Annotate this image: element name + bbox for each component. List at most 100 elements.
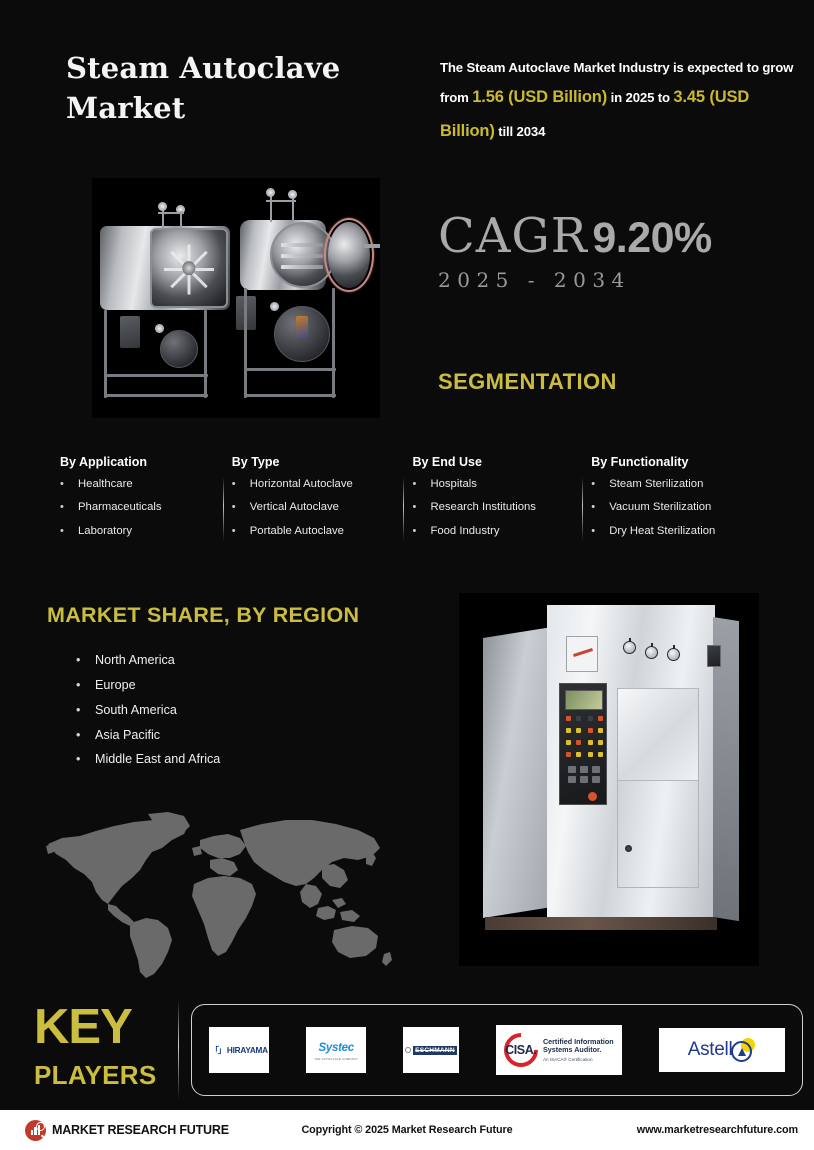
- world-map: [22, 800, 422, 985]
- bullet-icon: •: [591, 501, 596, 514]
- key-players-divider: [178, 1000, 179, 1100]
- region-label: Europe: [95, 677, 136, 692]
- column-title: By Application: [60, 455, 148, 469]
- logo-cisa[interactable]: CISA. Certified Information Systems Audi…: [495, 1025, 622, 1075]
- market-share-heading: MARKET SHARE, BY REGION: [47, 603, 360, 627]
- item-label: Research Institutions: [430, 501, 536, 514]
- bullet-icon: •: [76, 677, 81, 692]
- logo-astell[interactable]: Astell: [658, 1028, 785, 1072]
- column-divider: [582, 477, 584, 541]
- item-label: Food Industry: [430, 524, 500, 537]
- bullet-icon: •: [76, 727, 81, 742]
- segmentation-column-end-use: By End Use • Hospitals • Research Institut…: [412, 455, 591, 549]
- list-item: • Food Industry: [412, 524, 591, 537]
- item-label: Steam Sterilization: [609, 478, 704, 490]
- astell-emblem-icon: [731, 1038, 756, 1062]
- value-2025: 1.56 (USD Billion): [472, 88, 608, 107]
- cagr-block: CAGR 9.20%: [438, 208, 712, 264]
- footer-bar: MARKET RESEARCH FUTURE Copyright © 2025 …: [0, 1110, 814, 1150]
- bullet-icon: •: [412, 478, 417, 490]
- list-item: • Vertical Autoclave: [231, 501, 413, 514]
- market-summary-text: The Steam Autoclave Market Industry is e…: [440, 54, 802, 149]
- product-image-horizontal-autoclaves: [92, 178, 380, 418]
- bullet-icon: •: [76, 752, 81, 767]
- cabinet-base: [485, 917, 717, 930]
- cisa-circle-icon: CISA.: [496, 1025, 545, 1075]
- bullet-icon: •: [412, 501, 417, 514]
- item-label: Vacuum Sterilization: [609, 501, 712, 514]
- region-list: • North America • Europe • South America • A…: [76, 653, 220, 778]
- value-2034: 3.45 (USD Billion): [440, 88, 750, 141]
- display-screen: [565, 690, 603, 710]
- cisa-wordmark: CISA.: [505, 1043, 537, 1057]
- logo-systec[interactable]: Systec THE AUTOCLAVE COMPANY: [306, 1027, 367, 1073]
- logo-hirayama[interactable]: 「」 HIRAYAMA: [209, 1027, 270, 1073]
- item-label: Vertical Autoclave: [249, 501, 339, 514]
- column-divider: [403, 477, 405, 541]
- bullet-icon: •: [60, 501, 64, 514]
- footer-brand[interactable]: MARKET RESEARCH FUTURE: [25, 1119, 229, 1141]
- intro-mid: in 2025 to: [607, 90, 674, 106]
- column-title: By End Use: [412, 455, 482, 469]
- cagr-value: 9.20%: [592, 214, 712, 262]
- bullet-icon: •: [231, 524, 236, 537]
- list-item: • Europe: [76, 677, 220, 693]
- key-players-logos: 「」 HIRAYAMA Systec THE AUTOCLAVE COMPANY…: [191, 1004, 803, 1096]
- cagr-period: 2025 - 2034: [438, 268, 631, 292]
- auxiliary-panel: [707, 645, 721, 667]
- list-item: • Middle East and Africa: [76, 753, 220, 767]
- column-title: By Type: [231, 455, 280, 469]
- item-label: Pharmaceuticals: [78, 501, 162, 514]
- intro-suffix: till 2034: [494, 124, 546, 140]
- region-label: North America: [95, 653, 175, 667]
- list-item: • Asia Pacific: [76, 727, 220, 743]
- region-label: South America: [95, 702, 177, 717]
- systec-tagline: THE AUTOCLAVE COMPANY: [314, 1057, 359, 1062]
- list-item: • Pharmaceuticals: [60, 501, 232, 514]
- item-label: Hospitals: [430, 478, 477, 490]
- footer-website-url[interactable]: www.marketresearchfuture.com: [636, 1124, 798, 1136]
- control-panel: [559, 683, 607, 805]
- item-label: Healthcare: [78, 478, 133, 490]
- bullet-icon: •: [591, 478, 596, 490]
- list-item: • North America: [76, 653, 220, 668]
- list-item: • Dry Heat Sterilization: [591, 524, 760, 537]
- segmentation-heading: SEGMENTATION: [438, 369, 617, 394]
- systec-wordmark: Systec: [318, 1042, 355, 1055]
- logo-eschmann[interactable]: ESCHMANN: [402, 1027, 459, 1073]
- list-item: • Horizontal Autoclave: [232, 478, 413, 490]
- column-divider: [222, 477, 224, 541]
- item-label: Dry Heat Sterilization: [609, 524, 716, 537]
- pressure-gauge: [623, 641, 636, 654]
- column-title: By Functionality: [591, 455, 689, 469]
- region-label: Middle East and Africa: [95, 752, 221, 767]
- pressure-gauge: [667, 648, 680, 661]
- list-item: • Laboratory: [60, 525, 232, 537]
- page-title: Steam Autoclave Market: [66, 51, 341, 126]
- bullet-icon: •: [231, 501, 236, 514]
- list-item: • Steam Sterilization: [591, 478, 760, 490]
- list-item: • Vacuum Sterilization: [591, 501, 760, 514]
- eschmann-wordmark: ESCHMANN: [413, 1045, 457, 1055]
- market-research-future-logo-icon: [25, 1119, 46, 1141]
- bullet-icon: •: [76, 653, 81, 667]
- bullet-icon: •: [60, 478, 64, 490]
- door-spokes: [162, 241, 215, 296]
- chamber-door: [617, 688, 699, 888]
- cisa-line3: An ISACA® Certification: [542, 1056, 593, 1062]
- cisa-line1: Certified Information: [542, 1036, 614, 1046]
- intro-prefix: The Steam Autoclave Market Industry is e…: [440, 60, 794, 106]
- segmentation-column-type: By Type • Horizontal Autoclave • Vertical …: [232, 455, 413, 549]
- bullet-icon: •: [591, 524, 596, 537]
- list-item: • Hospitals: [412, 478, 591, 490]
- bullet-icon: •: [412, 524, 417, 537]
- segmentation-column-application: By Application • Healthcare • Pharmaceutic…: [60, 455, 232, 549]
- key-players-label-line2: PLAYERS: [34, 1060, 157, 1090]
- item-label: Horizontal Autoclave: [249, 478, 353, 490]
- list-item: • Portable Autoclave: [231, 524, 413, 537]
- astell-wordmark: Astell: [687, 1039, 733, 1060]
- bullet-icon: •: [76, 702, 81, 717]
- product-image-chamber-autoclave: [459, 593, 759, 966]
- cisa-line2: Systems Auditor.: [542, 1045, 602, 1055]
